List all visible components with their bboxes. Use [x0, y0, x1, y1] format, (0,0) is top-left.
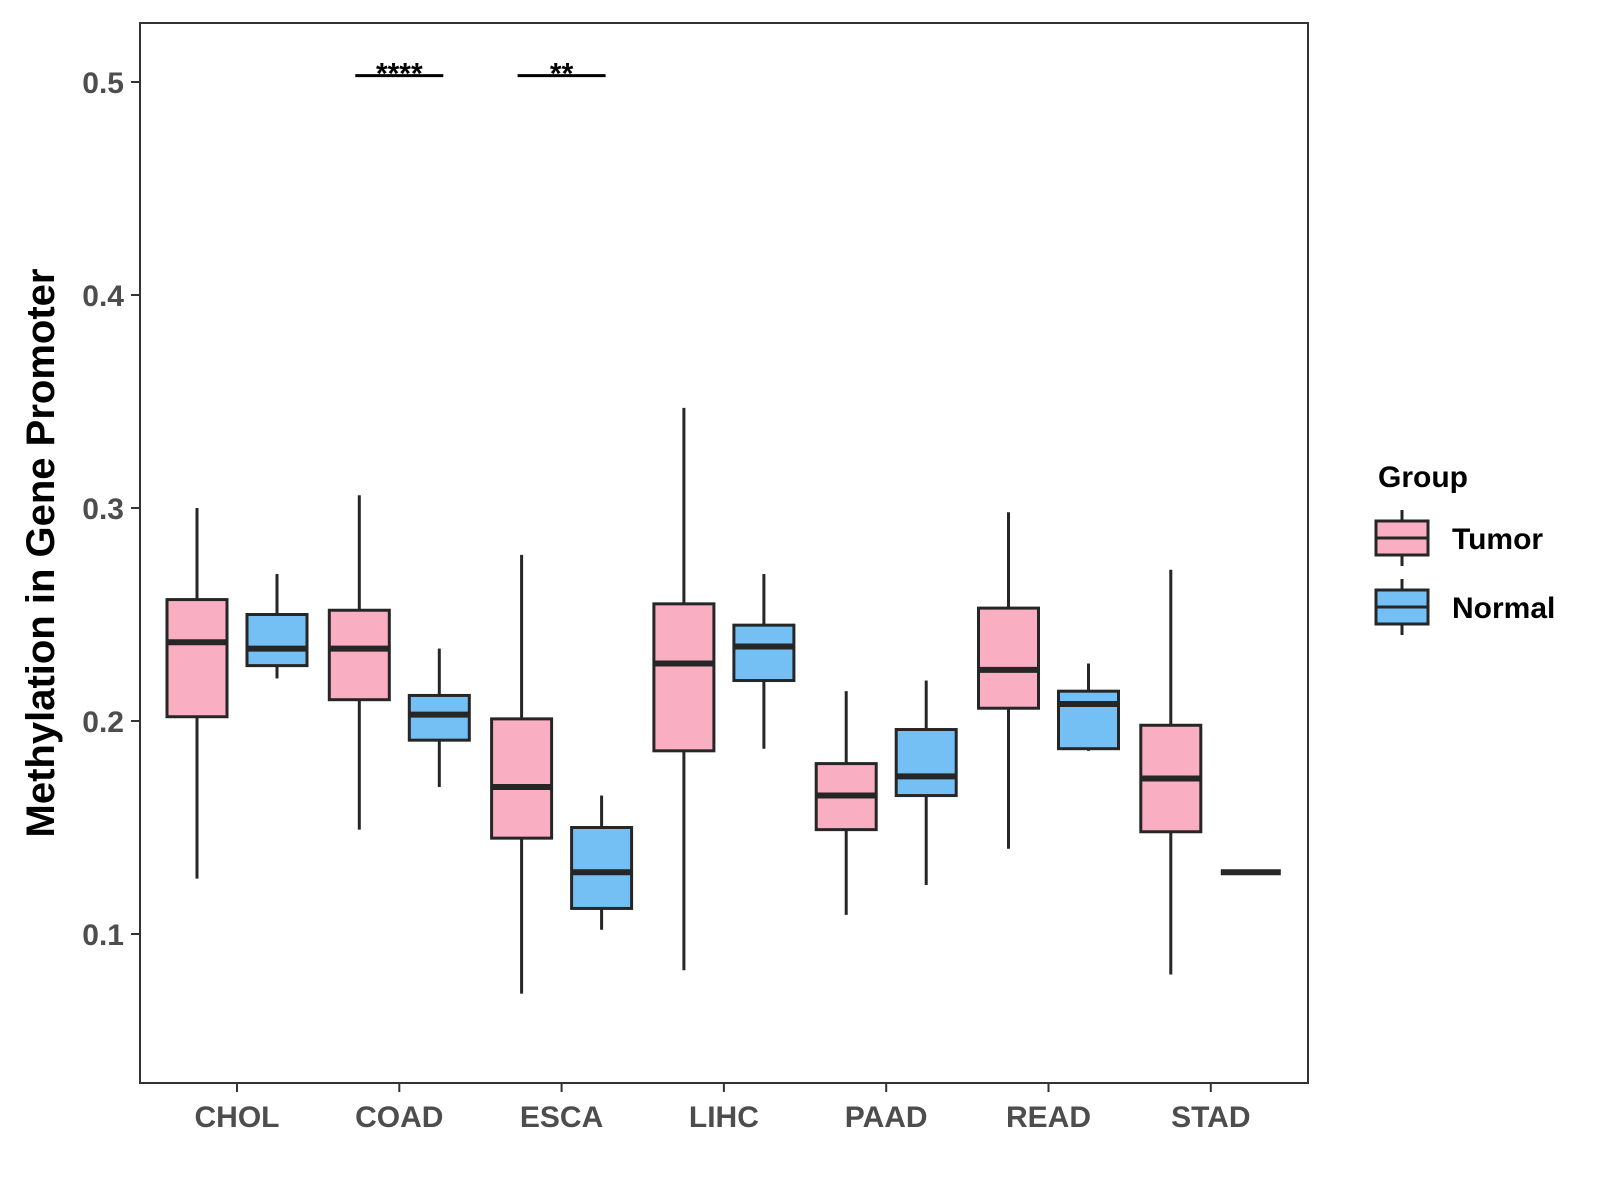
box-body [894, 728, 958, 798]
box-body [490, 717, 554, 840]
legend: Group Tumor Normal [1374, 461, 1555, 635]
box-body [652, 602, 716, 753]
x-tick-label: LIHC [689, 1101, 759, 1134]
legend-label-tumor: Tumor [1452, 523, 1543, 556]
box-body [245, 613, 309, 668]
box-body [165, 598, 229, 719]
box-normal-coad [407, 648, 471, 788]
legend-label-normal: Normal [1452, 592, 1555, 625]
box-body [977, 606, 1040, 710]
y-axis: 0.1 0.2 0.3 0.4 0.5 [82, 67, 140, 952]
x-axis: CHOL COAD ESCA LIHC PAAD READ STAD [195, 1083, 1251, 1134]
box-normal-read [1057, 663, 1120, 751]
x-tick-label: COAD [355, 1101, 443, 1134]
box-tumor-esca [490, 554, 554, 994]
box-tumor-read [977, 512, 1040, 849]
box-normal-chol [245, 574, 309, 679]
y-axis-label: Methylation in Gene Promoter [19, 269, 63, 838]
box-normal-paad [894, 680, 958, 886]
box-normal-esca [570, 795, 634, 930]
y-tick-label: 0.4 [82, 280, 124, 313]
box-body [1057, 689, 1120, 751]
x-tick-label: READ [1006, 1101, 1091, 1134]
x-tick-label: STAD [1171, 1101, 1250, 1134]
boxes-layer [165, 407, 1281, 994]
x-tick-label: ESCA [520, 1101, 603, 1134]
box-body [407, 693, 471, 742]
box-normal-lihc [732, 574, 796, 749]
significance-annotations: **** ** [355, 58, 606, 91]
legend-title: Group [1378, 461, 1468, 494]
legend-key-normal: Normal [1374, 579, 1555, 635]
x-tick-label: CHOL [195, 1101, 280, 1134]
x-tick-label: PAAD [845, 1101, 928, 1134]
y-tick-label: 0.1 [82, 919, 124, 952]
plot-panel [139, 22, 1309, 1084]
significance-label: ** [550, 58, 574, 91]
legend-key-tumor: Tumor [1374, 510, 1543, 566]
box-tumor-stad [1139, 569, 1203, 975]
box-tumor-chol [165, 508, 229, 879]
significance-label: **** [376, 58, 423, 91]
box-tumor-coad [327, 495, 391, 830]
box-tumor-paad [814, 691, 878, 915]
y-tick-label: 0.3 [82, 493, 124, 526]
y-tick-label: 0.2 [82, 706, 124, 739]
box-body [327, 608, 391, 702]
box-tumor-lihc [652, 407, 716, 971]
box-body [570, 826, 634, 910]
box-body [732, 623, 796, 683]
y-tick-label: 0.5 [82, 67, 124, 100]
